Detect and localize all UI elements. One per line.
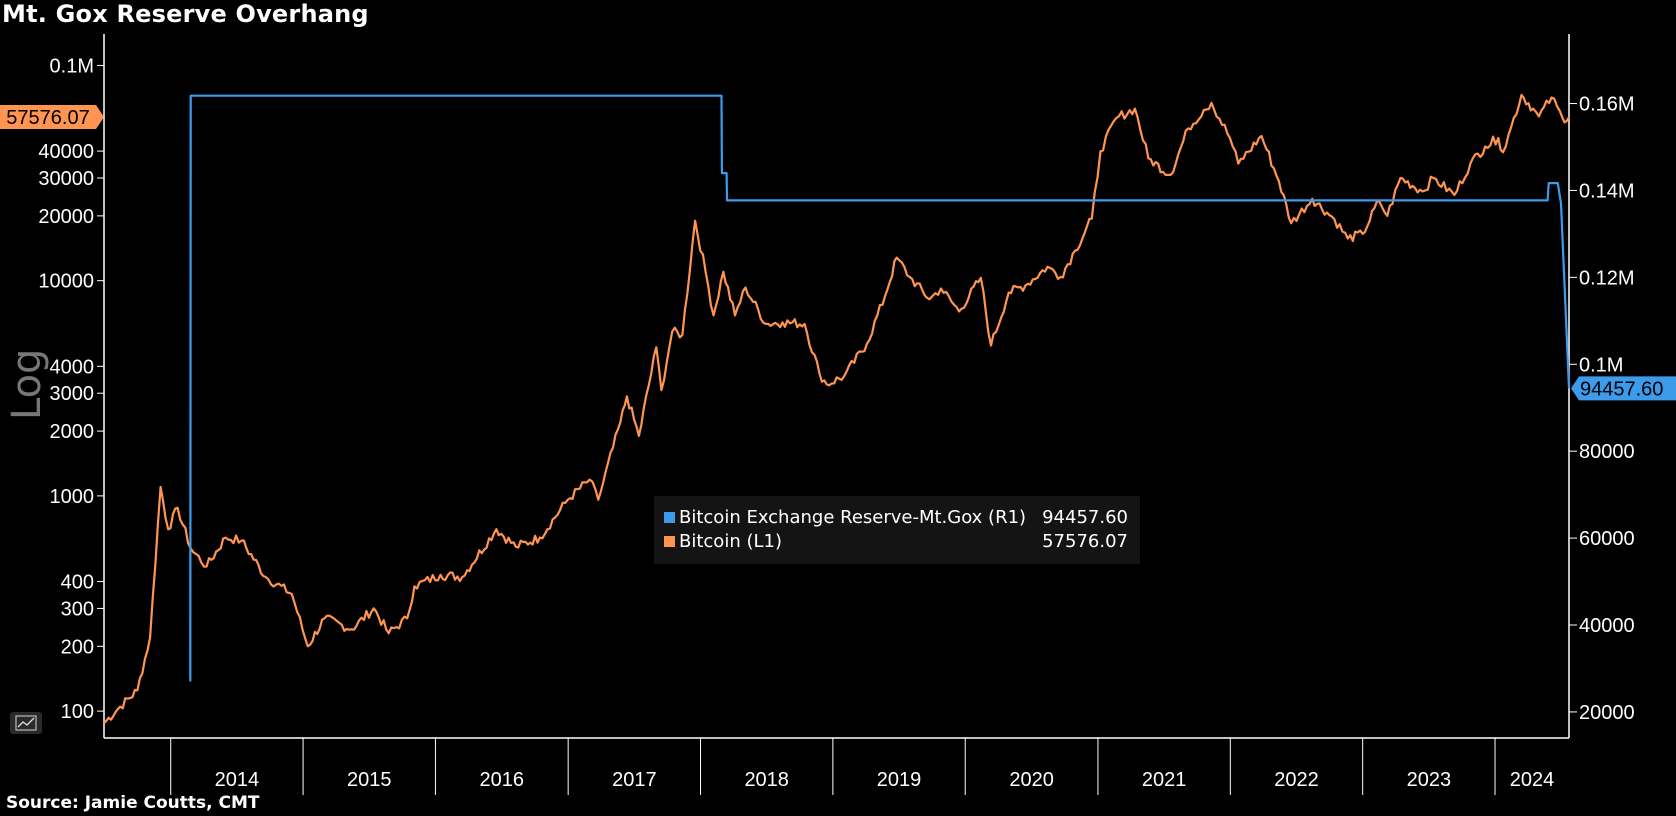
x-tick-label: 2018 — [744, 769, 789, 791]
x-tick-label: 2020 — [1009, 769, 1054, 791]
left-tick-label: 200 — [61, 636, 94, 658]
x-tick-label: 2015 — [347, 769, 392, 791]
right-last-value-tag — [1571, 376, 1676, 401]
source-note: Source: Jamie Coutts, CMT — [6, 793, 260, 813]
left-tick-label: 1000 — [50, 486, 95, 508]
x-tick-label: 2024 — [1510, 769, 1555, 791]
last-value-tags: 57576.07 94457.60 — [0, 105, 1676, 401]
left-tick-label: 2000 — [50, 421, 95, 443]
right-tick-label: 0.12M — [1579, 267, 1635, 289]
x-tick-label: 2019 — [877, 769, 922, 791]
legend-value-bitcoin: 57576.07 — [1042, 531, 1128, 552]
mtgox-reserve-line — [189, 94, 1571, 682]
x-tick-label: 2017 — [612, 769, 657, 791]
right-tick-label: 0.14M — [1579, 180, 1635, 202]
left-last-value-tag — [0, 105, 104, 130]
right-tick-label: 40000 — [1579, 615, 1635, 637]
x-tick-label: 2016 — [480, 769, 525, 791]
left-tick-label: 10000 — [38, 271, 94, 293]
series-layer — [103, 93, 1571, 724]
x-axis: 2014 2015 2016 2017 2018 2019 2020 2021 2022 2023… — [170, 738, 1555, 795]
right-y-axis: 20000 40000 60000 80000 0.1M 0.12M 0.14M 0.16M — [1569, 94, 1635, 724]
legend-label-reserve: Bitcoin Exchange Reserve-Mt.Gox (R1) — [679, 507, 1027, 528]
x-tick-label: 2021 — [1142, 769, 1187, 791]
right-tick-label: 0.16M — [1579, 94, 1635, 116]
right-tick-label: 0.1M — [1579, 354, 1623, 376]
left-tick-label: 300 — [61, 598, 94, 620]
left-y-axis: 100 200 300 400 1000 2000 3000 4000 10000 20000 30… — [38, 55, 104, 723]
legend-value-reserve: 94457.60 — [1042, 507, 1128, 528]
left-tick-label: 100 — [61, 701, 94, 723]
legend-swatch-bitcoin — [664, 536, 675, 547]
bitcoin-price-line — [103, 93, 1570, 724]
left-tick-label: 4000 — [50, 356, 95, 378]
chart-axes — [103, 34, 1570, 739]
x-tick-label: 2022 — [1274, 769, 1319, 791]
legend-item-bitcoin: Bitcoin (L1) — [664, 530, 782, 554]
x-tick-label: 2023 — [1407, 769, 1452, 791]
legend: Bitcoin Exchange Reserve-Mt.Gox (R1) 944… — [654, 496, 1140, 564]
left-tick-label: 0.1M — [50, 55, 94, 77]
x-tick-label: 2014 — [215, 769, 260, 791]
line-chart-icon[interactable] — [10, 712, 42, 734]
left-tick-label: 20000 — [38, 206, 94, 228]
left-tick-label: 3000 — [50, 383, 95, 405]
legend-label-bitcoin: Bitcoin (L1) — [679, 531, 782, 552]
right-last-value: 94457.60 — [1580, 378, 1663, 400]
right-tick-label: 80000 — [1579, 441, 1635, 463]
left-tick-label: 40000 — [38, 141, 94, 163]
right-tick-label: 60000 — [1579, 528, 1635, 550]
left-tick-label: 30000 — [38, 168, 94, 190]
legend-item-reserve: Bitcoin Exchange Reserve-Mt.Gox (R1) — [664, 506, 1026, 530]
right-tick-label: 20000 — [1579, 702, 1635, 724]
left-last-value: 57576.07 — [6, 107, 89, 129]
legend-swatch-reserve — [664, 512, 675, 523]
log-scale-label: Log — [4, 349, 50, 420]
chart-title: Mt. Gox Reserve Overhang — [2, 0, 369, 28]
left-tick-label: 400 — [61, 572, 94, 594]
